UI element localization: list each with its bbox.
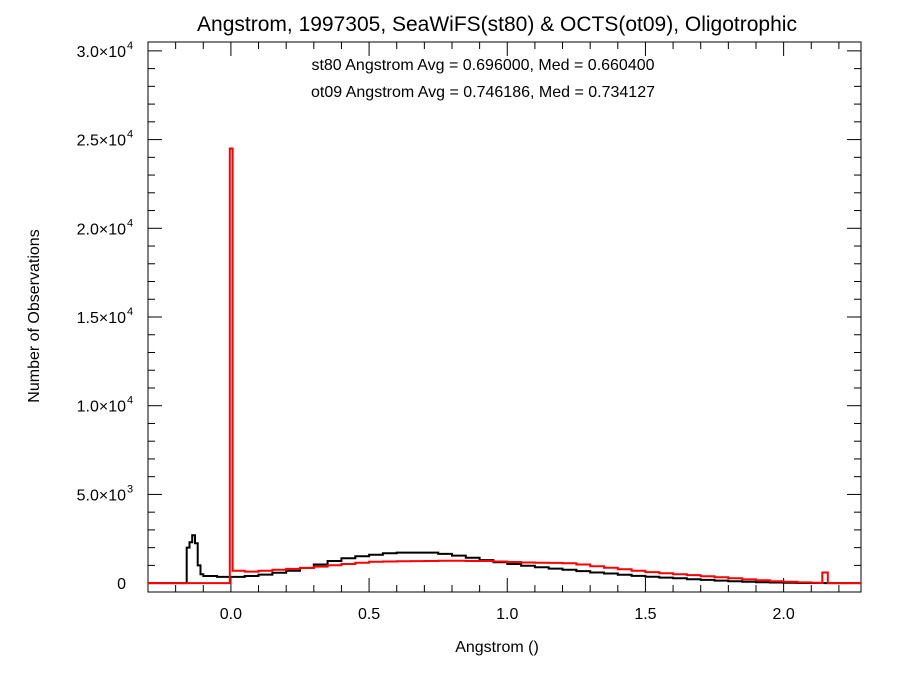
series-lines [148,147,861,585]
y-tick-label: 1.5×10 [77,310,126,327]
y-axis-label: Number of Observations [26,229,43,402]
x-tick-label: 1.5 [634,606,656,623]
y-tick-exponent: 3 [127,483,133,495]
series-st80-line [148,534,861,585]
x-tick-label: 0.5 [358,606,380,623]
y-tick-label: 0 [117,576,126,593]
y-tick-exponent: 4 [127,217,133,229]
x-tick-label: 2.0 [772,606,794,623]
y-tick-label: 5.0×10 [77,487,126,504]
y-tick-exponent: 4 [127,129,133,141]
plot-frame [147,41,862,593]
y-tick-label: 3.0×10 [77,44,126,61]
x-tick-label: 1.0 [496,606,518,623]
y-tick-label: 2.0×10 [77,221,126,238]
chart-title: Angstrom, 1997305, SeaWiFS(st80) & OCTS(… [197,13,797,36]
series-ot09-line [148,147,861,585]
y-tick-label: 1.0×10 [77,399,126,416]
annotation-st80: st80 Angstrom Avg = 0.696000, Med = 0.66… [311,57,654,74]
y-tick-exponent: 4 [127,395,133,407]
y-tick-label: 2.5×10 [77,133,126,150]
x-axis-label: Angstrom () [455,639,539,656]
x-axis: 0.0 0.5 1.0 1.5 2.0 [175,42,840,623]
x-tick-label: 0.0 [220,606,242,623]
y-tick-exponent: 4 [127,306,133,318]
y-tick-exponent: 4 [127,40,133,52]
annotation-ot09: ot09 Angstrom Avg = 0.746186, Med = 0.73… [311,84,655,101]
y-axis: 05.0×10 31.0×10 41.5×10 42.0×10 42.5×10 43.0×… [77,40,861,593]
